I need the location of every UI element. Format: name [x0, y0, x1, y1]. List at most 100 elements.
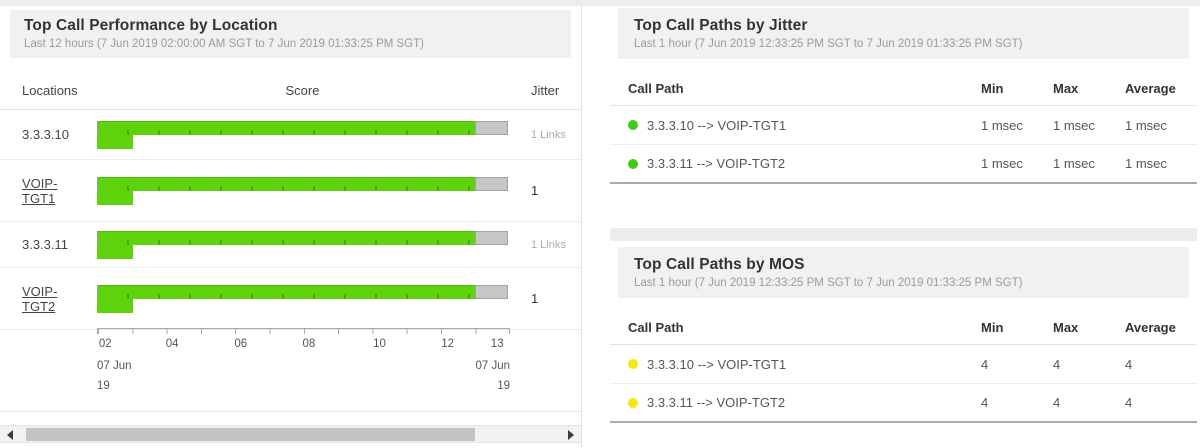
call-path-label: 3.3.3.10 --> VOIP-TGT1 [647, 117, 787, 133]
call-path-label: 3.3.3.11 --> VOIP-TGT2 [647, 395, 786, 410]
score-bar-chart [97, 176, 508, 205]
average-value: 4 [1125, 356, 1133, 372]
locations-table-header: Locations Score Jitter [0, 71, 581, 110]
min-value: 4 [981, 356, 989, 372]
max-value: 1 msec [1053, 156, 1095, 171]
scroll-left-icon[interactable] [7, 430, 13, 440]
widget-header: Top Call Paths by Jitter Last 1 hour (7 … [618, 8, 1189, 59]
table-row: 3.3.3.11 --> VOIP-TGT2 1 msec 1 msec 1 m… [610, 145, 1197, 184]
divider [0, 411, 581, 412]
table-row: 3.3.3.10 --> VOIP-TGT1 4 4 4 [610, 345, 1197, 384]
axis-tick-label: 06 [234, 338, 248, 350]
call-path-label: 3.3.3.10 --> VOIP-TGT1 [647, 356, 787, 372]
column-header-max: Max [1053, 319, 1079, 335]
bar-tick-marks [98, 239, 476, 245]
score-bar-chart [97, 230, 508, 259]
bar-tick-marks [98, 129, 476, 135]
widget-time-range: Last 1 hour (7 Jun 2019 12:33:25 PM SGT … [634, 277, 1023, 289]
top-call-performance-widget: Top Call Performance by Location Last 12… [0, 6, 582, 448]
axis-tick-label: 13 [490, 338, 504, 350]
widget-title: Top Call Performance by Location [24, 17, 278, 34]
location-label: VOIP-TGT1 [0, 176, 97, 206]
axis-end-date: 07 Jun [475, 360, 510, 372]
time-axis-line [97, 328, 510, 334]
average-value: 4 [1125, 395, 1133, 410]
widget-time-range: Last 12 hours (7 Jun 2019 02:00:00 AM SG… [24, 38, 424, 50]
column-header-average: Average [1125, 80, 1176, 96]
axis-tick-label: 12 [441, 338, 455, 350]
score-bar-gray-tail [475, 120, 508, 135]
location-link[interactable]: VOIP-TGT1 [22, 175, 58, 206]
location-label: 3.3.3.10 [22, 127, 69, 142]
column-header-call-path: Call Path [628, 319, 684, 335]
top-call-paths-jitter-widget: Top Call Paths by Jitter Last 1 hour (7 … [610, 6, 1197, 228]
jitter-value: 1 [531, 183, 539, 198]
score-bar-gray-tail [475, 176, 508, 191]
axis-date-row: 07 Jun 07 Jun [97, 360, 510, 372]
score-bar-green [98, 120, 476, 135]
horizontal-scrollbar[interactable] [0, 425, 581, 443]
bar-tick-marks [98, 185, 476, 191]
column-header-average: Average [1125, 319, 1176, 335]
table-row: 3.3.3.11 --> VOIP-TGT2 4 4 4 [610, 384, 1197, 423]
widget-title: Top Call Paths by MOS [634, 256, 805, 273]
score-bar-green [98, 284, 476, 299]
axis-start-date: 07 Jun [97, 360, 132, 372]
score-bar-chart [97, 120, 508, 149]
call-path-label: 3.3.3.11 --> VOIP-TGT2 [647, 156, 786, 171]
axis-tick-label: 10 [373, 338, 386, 350]
status-dot-green [628, 120, 638, 130]
axis-start-year: 19 [97, 380, 110, 392]
average-value: 1 msec [1125, 156, 1167, 171]
status-dot-yellow [628, 397, 638, 408]
score-bar-gray-tail [475, 284, 508, 299]
column-header-jitter: Jitter [531, 82, 560, 98]
axis-tick-label: 08 [302, 338, 316, 350]
average-value: 1 msec [1125, 117, 1167, 133]
table-row: VOIP-TGT2 1 [0, 268, 581, 330]
widget-title: Top Call Paths by Jitter [634, 17, 808, 34]
axis-end-year: 19 [497, 380, 510, 392]
time-axis: 02 04 06 08 10 12 13 07 Jun 07 Jun 19 19 [97, 328, 510, 392]
widget-time-range: Last 1 hour (7 Jun 2019 12:33:25 PM SGT … [634, 38, 1023, 50]
min-value: 1 msec [981, 117, 1023, 133]
table-row: VOIP-TGT1 1 [0, 160, 581, 222]
score-bar-gray-tail [475, 230, 508, 245]
scroll-right-icon[interactable] [568, 430, 574, 440]
axis-tick-label: 04 [165, 338, 179, 350]
table-row: 3.3.3.10 1 Links [0, 110, 581, 160]
score-bar-chart [97, 284, 508, 313]
call-path-table-header: Call Path Min Max Average [610, 71, 1197, 106]
widget-separator-band [610, 228, 1197, 241]
column-header-call-path: Call Path [628, 80, 684, 96]
widget-header: Top Call Paths by MOS Last 1 hour (7 Jun… [618, 247, 1189, 298]
score-bar-secondary [97, 244, 134, 259]
score-bar-green [98, 230, 476, 245]
time-axis-labels: 02 04 06 08 10 12 13 [97, 338, 510, 353]
status-dot-yellow [628, 359, 638, 369]
top-call-paths-mos-widget: Top Call Paths by MOS Last 1 hour (7 Jun… [610, 241, 1197, 448]
jitter-value: 1 Links [531, 128, 566, 141]
min-value: 4 [981, 395, 989, 410]
column-header-min: Min [981, 319, 1004, 335]
score-bar-secondary [97, 190, 134, 205]
score-bar-secondary [97, 298, 134, 313]
max-value: 4 [1053, 356, 1061, 372]
call-path-table-header: Call Path Min Max Average [610, 310, 1197, 345]
axis-year-row: 19 19 [97, 380, 510, 392]
location-label: 3.3.3.11 [22, 237, 69, 252]
page-top-strip [0, 0, 1200, 6]
axis-tick-label: 02 [98, 338, 112, 350]
column-header-max: Max [1053, 80, 1079, 96]
jitter-value: 1 Links [531, 238, 566, 251]
column-header-score: Score [285, 82, 320, 98]
max-value: 1 msec [1053, 117, 1095, 133]
location-link[interactable]: VOIP-TGT2 [22, 283, 58, 314]
max-value: 4 [1053, 395, 1061, 410]
table-row: 3.3.3.11 1 Links [0, 222, 581, 268]
score-bar-green [98, 176, 476, 191]
bar-tick-marks [98, 293, 476, 299]
location-label: VOIP-TGT2 [0, 284, 97, 314]
scrollbar-thumb[interactable] [26, 428, 475, 441]
column-header-min: Min [981, 80, 1004, 96]
